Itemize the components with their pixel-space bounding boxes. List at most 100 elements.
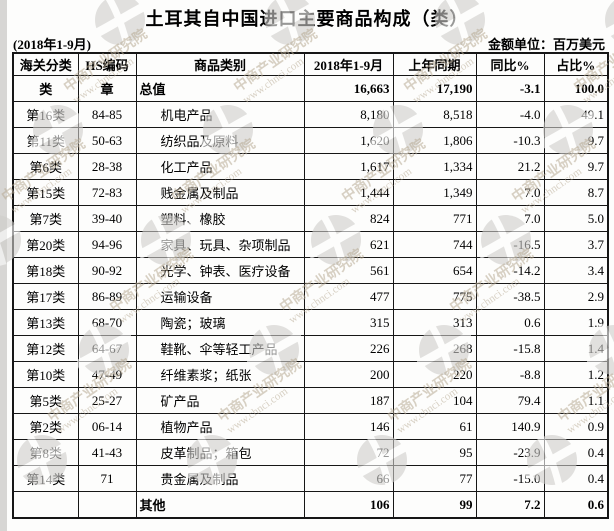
cell-category xyxy=(12,491,79,519)
cell-category: 第20类 xyxy=(12,231,79,258)
cell-hs-code: 25-27 xyxy=(77,387,137,414)
header-cell-4: 上年同期 xyxy=(392,52,477,76)
cell-share-percent: 100.0 xyxy=(543,75,609,102)
cell-value-prev-year: 8,518 xyxy=(392,101,477,128)
cell-product-name: 化工产品 xyxy=(135,153,305,180)
cell-value-prev-year: 77 xyxy=(392,465,477,492)
cell-value-2018: 1,617 xyxy=(303,153,394,180)
cell-value-2018: 146 xyxy=(303,413,394,440)
cell-product-name: 其他 xyxy=(135,491,305,519)
cell-hs-code: 84-85 xyxy=(77,101,137,128)
cell-share-percent: 3.7 xyxy=(543,231,609,258)
table-row: 类章总值 16,663 17,190 -3.1 100.0 xyxy=(12,75,609,102)
table-row: 第13类 68-70 陶瓷；玻璃 315 313 0.6 1.9 xyxy=(12,309,609,336)
cell-category: 第15类 xyxy=(12,179,79,206)
cell-share-percent: 5.0 xyxy=(543,205,609,232)
table-row: 第18类 90-92 光学、钟表、医疗设备 561 654 -14.2 3.4 xyxy=(12,257,609,284)
cell-category: 第10类 xyxy=(12,361,79,388)
cell-value-2018: 187 xyxy=(303,387,394,414)
cell-value-2018: 621 xyxy=(303,231,394,258)
cell-category: 第8类 xyxy=(12,439,79,466)
cell-product-name: 光学、钟表、医疗设备 xyxy=(135,257,305,284)
cell-yoy-percent: -15.8 xyxy=(475,335,545,362)
table-row: 第11类 50-63 纺织品及原料 1,620 1,806 -10.3 9.7 xyxy=(12,127,609,154)
cell-value-2018: 1,444 xyxy=(303,179,394,206)
period-label: (2018年1-9月) xyxy=(13,37,91,52)
cell-share-percent: 3.4 xyxy=(543,257,609,284)
unit-label: 金额单位：百万美元 xyxy=(487,37,605,52)
table-row: 第15类 72-83 贱金属及制品 1,444 1,349 7.0 8.7 xyxy=(12,179,609,206)
cell-value-prev-year: 99 xyxy=(392,491,477,519)
cell-hs-code: 50-63 xyxy=(77,127,137,154)
cell-value-prev-year: 654 xyxy=(392,257,477,284)
cell-hs-code: 41-43 xyxy=(77,439,137,466)
cell-hs-code: 71 xyxy=(77,465,137,492)
table-row: 第2类 06-14 植物产品 146 61 140.9 0.9 xyxy=(12,413,609,440)
cell-product-name: 贵金属及制品 xyxy=(135,465,305,492)
cell-yoy-percent: 0.6 xyxy=(475,309,545,336)
cell-share-percent: 0.4 xyxy=(543,465,609,492)
cell-yoy-percent: -15.0 xyxy=(475,465,545,492)
cell-value-2018: 315 xyxy=(303,309,394,336)
cell-share-percent: 2.9 xyxy=(543,283,609,310)
cell-value-2018: 561 xyxy=(303,257,394,284)
cell-product-name: 植物产品 xyxy=(135,413,305,440)
cell-product-name: 鞋靴、伞等轻工产品 xyxy=(135,335,305,362)
header-cell-1: HS编码 xyxy=(77,52,137,76)
cell-yoy-percent: 21.2 xyxy=(475,153,545,180)
cell-yoy-percent: 7.0 xyxy=(475,179,545,206)
header-cell-6: 占比% xyxy=(543,52,609,76)
table-header-row: 海关分类 HS编码 商品类别 2018年1-9月 上年同期 同比% 占比% xyxy=(12,52,609,76)
cell-value-prev-year: 61 xyxy=(392,413,477,440)
cell-yoy-percent: -14.2 xyxy=(475,257,545,284)
cell-hs-code xyxy=(77,491,137,519)
table-body: 类章总值 16,663 17,190 -3.1 100.0 第16类 84-85 机电产品 8,… xyxy=(12,75,609,519)
cell-share-percent: 49.1 xyxy=(543,101,609,128)
table-row: 第14类 71 贵金属及制品 66 77 -15.0 0.4 xyxy=(12,465,609,492)
table-row: 第10类 47-49 纤维素浆；纸张 200 220 -8.8 1.2 xyxy=(12,361,609,388)
cell-yoy-percent: 7.2 xyxy=(475,491,545,519)
cell-value-prev-year: 771 xyxy=(392,205,477,232)
table-row: 第8类 41-43 皮革制品；箱包 72 95 -23.9 0.4 xyxy=(12,439,609,466)
cell-product-name: 贱金属及制品 xyxy=(135,179,305,206)
cell-hs-code: 章 xyxy=(77,75,137,102)
cell-hs-code: 94-96 xyxy=(77,231,137,258)
cell-value-2018: 200 xyxy=(303,361,394,388)
cell-category: 第12类 xyxy=(12,335,79,362)
cell-yoy-percent: -38.5 xyxy=(475,283,545,310)
cell-hs-code: 06-14 xyxy=(77,413,137,440)
cell-share-percent: 1.1 xyxy=(543,387,609,414)
cell-hs-code: 47-49 xyxy=(77,361,137,388)
meta-row: (2018年1-9月) 金额单位：百万美元 xyxy=(13,34,605,53)
cell-value-2018: 72 xyxy=(303,439,394,466)
cell-hs-code: 86-89 xyxy=(77,283,137,310)
cell-yoy-percent: -4.0 xyxy=(475,101,545,128)
cell-category: 第13类 xyxy=(12,309,79,336)
cell-value-prev-year: 17,190 xyxy=(392,75,477,102)
cell-product-name: 运输设备 xyxy=(135,283,305,310)
cell-product-name: 皮革制品；箱包 xyxy=(135,439,305,466)
cell-value-2018: 106 xyxy=(303,491,394,519)
cell-category: 第16类 xyxy=(12,101,79,128)
cell-share-percent: 0.4 xyxy=(543,439,609,466)
cell-yoy-percent: -3.1 xyxy=(475,75,545,102)
cell-hs-code: 28-38 xyxy=(77,153,137,180)
cell-value-2018: 66 xyxy=(303,465,394,492)
cell-value-2018: 8,180 xyxy=(303,101,394,128)
header-cell-3: 2018年1-9月 xyxy=(303,52,394,76)
cell-share-percent: 9.7 xyxy=(543,127,609,154)
cell-value-2018: 226 xyxy=(303,335,394,362)
cell-value-prev-year: 1,334 xyxy=(392,153,477,180)
cell-category: 第18类 xyxy=(12,257,79,284)
table-row: 第20类 94-96 家具、玩具、杂项制品 621 744 -16.5 3.7 xyxy=(12,231,609,258)
cell-value-prev-year: 104 xyxy=(392,387,477,414)
cell-category: 第6类 xyxy=(12,153,79,180)
cell-category: 第7类 xyxy=(12,205,79,232)
page-title: 土耳其自中国进口主要商品构成（类） xyxy=(145,9,469,29)
table-row: 第17类 86-89 运输设备 477 775 -38.5 2.9 xyxy=(12,283,609,310)
cell-share-percent: 1.4 xyxy=(543,335,609,362)
cell-value-prev-year: 1,349 xyxy=(392,179,477,206)
header-cell-0: 海关分类 xyxy=(12,52,79,76)
import-table: 海关分类 HS编码 商品类别 2018年1-9月 上年同期 同比% 占比% 类章总值 16,6… xyxy=(12,52,609,519)
cell-product-name: 总值 xyxy=(135,75,305,102)
